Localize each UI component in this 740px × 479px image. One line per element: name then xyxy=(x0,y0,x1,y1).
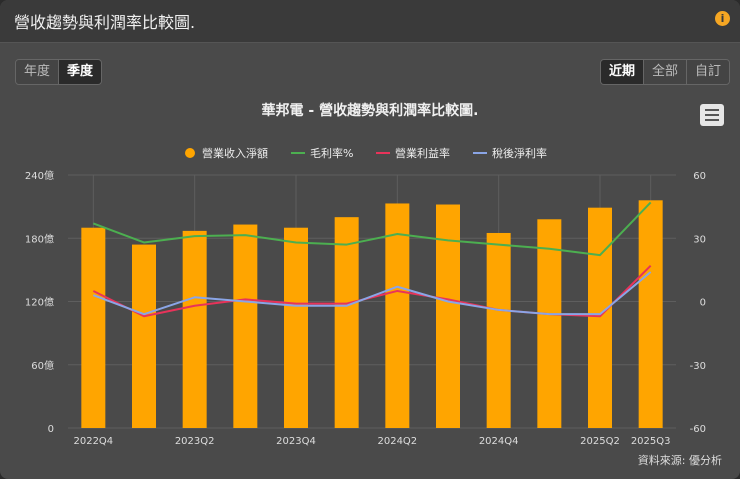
x-tick-label: 2023Q2 xyxy=(175,436,215,447)
card-header: 營收趨勢與利潤率比較圖. i xyxy=(0,0,740,43)
x-tick-label: 2022Q4 xyxy=(73,436,113,447)
x-tick-label: 2024Q4 xyxy=(479,436,519,447)
y-left-tick-label: 0 xyxy=(48,424,54,435)
y-left-tick-label: 120億 xyxy=(25,296,54,309)
tab-quarterly[interactable]: 季度 xyxy=(59,60,102,84)
y-right-tick-label: 0 xyxy=(700,298,706,309)
revenue-bar xyxy=(132,244,156,428)
revenue-bar xyxy=(284,227,308,428)
card-title: 營收趨勢與利潤率比較圖. xyxy=(14,13,196,32)
period-toggle: 年度 季度 xyxy=(15,59,103,85)
chart-title: 華邦電 - 營收趨勢與利潤率比較圖. xyxy=(262,102,479,119)
hamburger-menu-icon[interactable] xyxy=(700,104,724,126)
tab-recent[interactable]: 近期 xyxy=(600,60,644,84)
tab-annual[interactable]: 年度 xyxy=(16,60,60,84)
revenue-bar xyxy=(588,207,612,428)
revenue-bar xyxy=(81,227,106,428)
y-right-tick-label: -60 xyxy=(690,424,706,435)
range-toggle: 近期 全部 自訂 xyxy=(599,59,730,85)
revenue-bar xyxy=(182,230,207,428)
x-tick-label: 2025Q2 xyxy=(580,436,620,447)
y-left-tick-label: 60億 xyxy=(31,359,54,372)
y-right-tick-label: 60 xyxy=(693,171,706,182)
revenue-bar xyxy=(436,204,460,428)
tab-custom[interactable]: 自訂 xyxy=(686,60,729,84)
y-right-tick-label: -30 xyxy=(690,361,706,372)
series-line-1 xyxy=(92,264,652,318)
y-right-tick-label: 30 xyxy=(693,234,706,245)
series-line-0 xyxy=(92,201,652,257)
tab-all[interactable]: 全部 xyxy=(643,60,687,84)
legend-label-2: 營業利益率 xyxy=(395,146,450,160)
info-icon[interactable]: i xyxy=(715,11,730,26)
data-source: 資料來源: 優分析 xyxy=(637,454,722,467)
legend-label-3: 稅後淨利率 xyxy=(492,146,547,160)
legend-marker-0 xyxy=(185,148,195,158)
y-left-tick-label: 180億 xyxy=(25,232,54,245)
revenue-bar xyxy=(334,217,359,428)
y-left-tick-label: 240億 xyxy=(25,169,54,182)
series-line-2 xyxy=(92,271,652,316)
x-tick-label: 2024Q2 xyxy=(377,436,417,447)
x-tick-label: 2025Q3 xyxy=(631,436,671,447)
revenue-bar xyxy=(233,224,258,428)
revenue-bar xyxy=(486,232,511,428)
legend-label-0: 營業收入淨額 xyxy=(202,146,268,160)
revenue-bar xyxy=(385,203,410,428)
x-tick-label: 2023Q4 xyxy=(276,436,316,447)
revenue-bar xyxy=(638,200,663,428)
revenue-bar xyxy=(537,219,562,428)
legend-label-1: 毛利率% xyxy=(310,146,353,160)
